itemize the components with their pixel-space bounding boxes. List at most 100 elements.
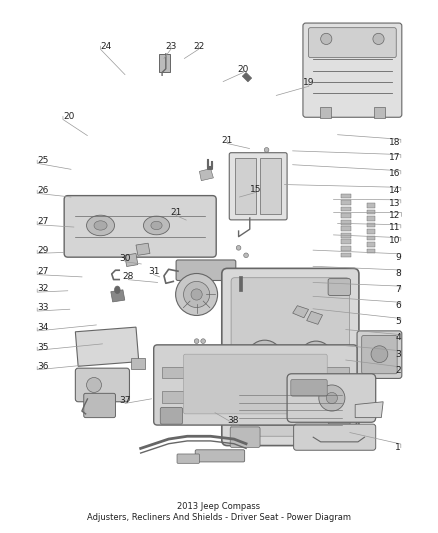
Ellipse shape [176,273,218,316]
Bar [162,367,349,378]
Bar [341,207,350,212]
Ellipse shape [151,221,162,230]
Ellipse shape [174,367,178,372]
Text: 24: 24 [101,42,112,51]
Bar [159,54,170,72]
FancyBboxPatch shape [362,336,397,374]
Ellipse shape [307,350,325,366]
Bar [320,107,331,118]
Text: 18: 18 [389,138,401,147]
FancyBboxPatch shape [229,152,287,220]
Ellipse shape [318,337,323,342]
Text: 30: 30 [119,254,131,263]
Bar [341,227,350,231]
FancyBboxPatch shape [184,354,327,414]
Bar [341,246,350,251]
Bar [367,229,375,234]
Text: 19: 19 [303,78,314,87]
Bar [162,391,349,403]
FancyBboxPatch shape [154,345,357,425]
Text: 27: 27 [37,267,49,276]
FancyBboxPatch shape [177,454,199,463]
FancyBboxPatch shape [308,28,396,58]
Polygon shape [293,306,308,318]
Polygon shape [242,72,252,82]
Text: 14: 14 [389,186,401,195]
FancyBboxPatch shape [328,407,350,424]
FancyBboxPatch shape [195,450,245,462]
Bar [235,158,256,214]
Text: 6: 6 [395,301,401,310]
Ellipse shape [144,216,170,235]
Text: 7: 7 [395,285,401,294]
Text: 26: 26 [37,185,49,195]
Ellipse shape [87,215,114,236]
Bar [367,236,375,240]
FancyBboxPatch shape [293,424,376,450]
Text: 16: 16 [389,169,401,179]
Bar [341,193,350,198]
Ellipse shape [272,154,276,159]
Ellipse shape [251,378,256,383]
Bar [367,242,375,247]
Ellipse shape [319,385,345,411]
Ellipse shape [255,349,274,367]
FancyBboxPatch shape [291,379,327,396]
Text: 35: 35 [37,343,49,352]
FancyBboxPatch shape [328,279,350,295]
Polygon shape [136,243,150,255]
Text: 34: 34 [37,323,49,332]
Text: 3: 3 [395,350,401,359]
Text: 37: 37 [119,395,131,405]
Ellipse shape [240,307,245,312]
Ellipse shape [326,392,337,403]
Ellipse shape [177,399,181,404]
Bar [367,249,375,253]
Polygon shape [199,168,213,181]
FancyBboxPatch shape [64,196,216,257]
Text: 2013 Jeep Compass
Adjusters, Recliners And Shields - Driver Seat - Power Diagram: 2013 Jeep Compass Adjusters, Recliners A… [87,503,351,522]
FancyBboxPatch shape [321,427,350,447]
Ellipse shape [244,378,248,383]
Ellipse shape [247,340,283,376]
Bar [131,358,145,369]
Text: 25: 25 [37,156,49,165]
Ellipse shape [250,160,255,164]
Ellipse shape [194,339,199,343]
Bar [341,220,350,224]
Ellipse shape [169,395,174,399]
Text: 28: 28 [123,272,134,281]
Bar [367,223,375,227]
Ellipse shape [325,337,329,342]
Text: 9: 9 [395,253,401,262]
Bar [374,107,385,118]
Ellipse shape [260,210,264,215]
Text: 8: 8 [395,269,401,278]
Bar [341,239,350,244]
FancyBboxPatch shape [160,407,183,424]
FancyBboxPatch shape [75,368,130,402]
Bar [260,158,282,214]
Text: 13: 13 [389,198,401,207]
Text: 27: 27 [37,217,49,226]
Ellipse shape [244,253,248,257]
Polygon shape [111,290,125,302]
Bar [367,209,375,214]
Text: 12: 12 [389,211,401,220]
Text: 21: 21 [222,136,233,145]
Ellipse shape [232,302,236,306]
Polygon shape [125,254,138,266]
Ellipse shape [191,289,202,300]
Bar [341,253,350,257]
FancyBboxPatch shape [176,260,236,280]
Text: 38: 38 [228,416,239,425]
Text: 31: 31 [148,267,159,276]
Ellipse shape [114,286,120,294]
Bar [341,200,350,205]
Text: 20: 20 [63,112,74,121]
Text: 2: 2 [395,366,401,375]
Bar [341,233,350,238]
FancyBboxPatch shape [231,278,350,436]
FancyBboxPatch shape [230,427,260,447]
Polygon shape [307,311,322,324]
